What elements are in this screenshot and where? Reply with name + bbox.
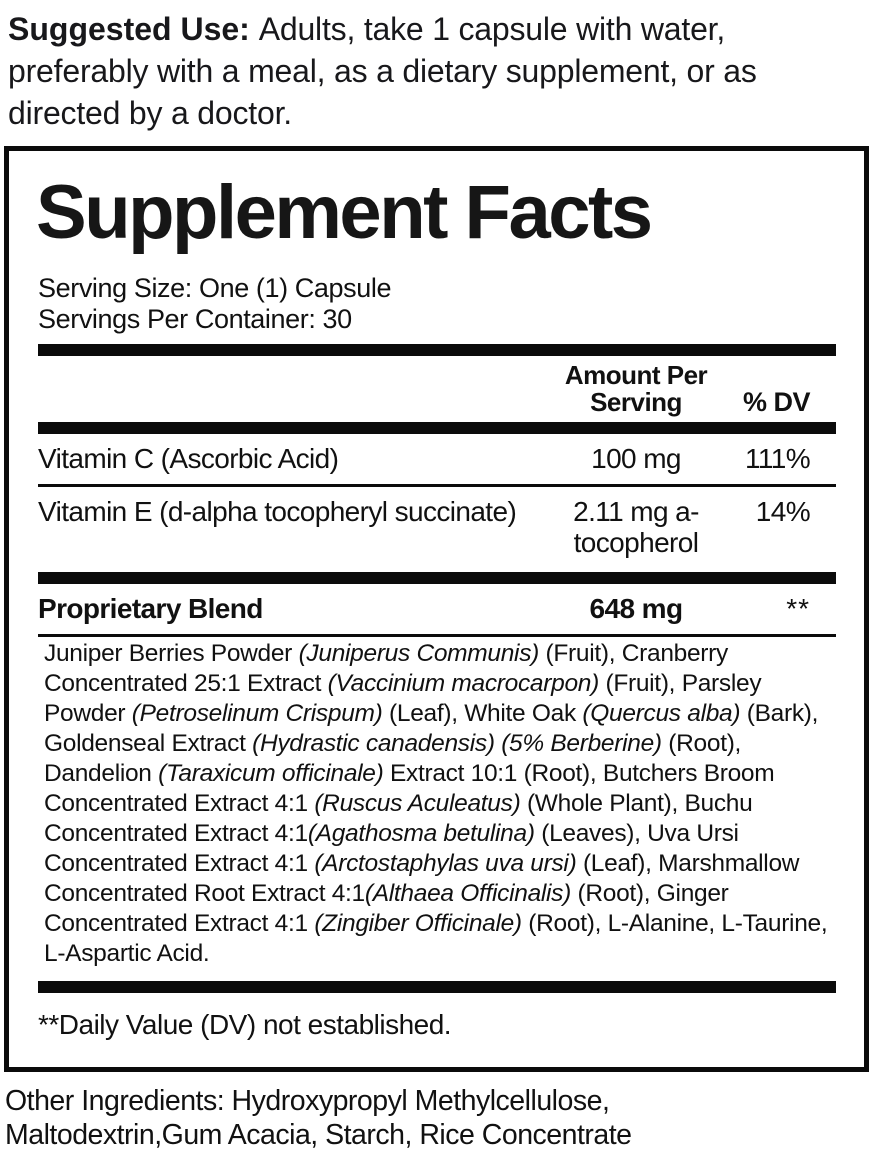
- ingredient-amount: 100 mg: [591, 443, 681, 474]
- ingredient-amount: 648 mg: [589, 593, 684, 624]
- header-percent-dv: % DV: [742, 387, 811, 417]
- ingredient-name: Vitamin E (d-alpha tocopheryl succinate): [38, 496, 517, 527]
- suggested-use: Suggested Use: Adults, take 1 capsule wi…: [0, 0, 830, 134]
- divider-thick-header: [38, 422, 836, 434]
- daily-value-footnote: **Daily Value (DV) not established.: [38, 1009, 452, 1040]
- ingredient-amount: 2.11 mg a- tocopherol: [573, 496, 699, 558]
- table-row-vitamin-c: Vitamin C (Ascorbic Acid) 100 mg 111%: [38, 434, 836, 484]
- divider-thin-2: [38, 634, 836, 637]
- header-amount-per-serving: Amount Per Serving: [564, 360, 708, 417]
- divider-thin-1: [38, 484, 836, 487]
- ingredient-dv: 111%: [744, 443, 811, 474]
- proprietary-blend-description: Juniper Berries Powder (Juniperus Commun…: [44, 640, 828, 967]
- suggested-use-label: Suggested Use:: [8, 11, 259, 47]
- ingredient-name: Vitamin C (Ascorbic Acid): [38, 443, 339, 474]
- other-ingredients: Other Ingredients: Hydroxypropyl Methylc…: [5, 1085, 632, 1151]
- table-row-vitamin-e: Vitamin E (d-alpha tocopheryl succinate)…: [38, 487, 836, 568]
- servings-per-container: Servings Per Container: 30: [38, 304, 352, 334]
- suggested-use-text: Adults, take 1 capsule with water, prefe…: [8, 11, 757, 131]
- supplement-facts-panel: Supplement Facts Serving Size: One (1) C…: [4, 146, 869, 1072]
- serving-size: Serving Size: One (1) Capsule: [38, 273, 392, 303]
- divider-thick-top: [38, 344, 836, 356]
- table-row-proprietary-blend: Proprietary Blend 648 mg **: [38, 584, 836, 634]
- ingredient-dv: 14%: [755, 496, 811, 527]
- panel-title: Supplement Facts: [36, 170, 653, 255]
- ingredient-dv: **: [786, 593, 810, 624]
- divider-thick-bottom: [38, 981, 836, 993]
- table-header-row: Amount Per Serving % DV: [38, 356, 836, 420]
- divider-thick-blend: [38, 572, 836, 584]
- ingredient-name: Proprietary Blend: [38, 593, 263, 624]
